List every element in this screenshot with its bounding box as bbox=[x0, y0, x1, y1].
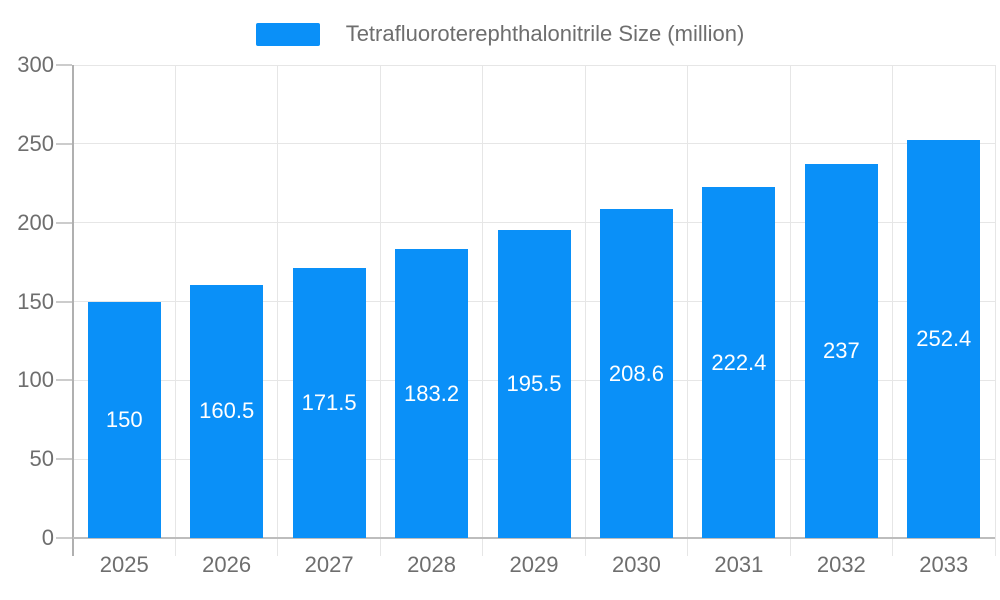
y-axis-tick bbox=[56, 537, 72, 539]
x-axis-tick-label: 2027 bbox=[304, 552, 354, 577]
x-axis-tick-label: 2030 bbox=[611, 552, 661, 577]
bar-value-label: 208.6 bbox=[608, 360, 664, 386]
y-axis-tick bbox=[56, 379, 72, 382]
bar-2027[interactable]: 171.5 bbox=[292, 267, 366, 538]
v-gridline bbox=[379, 65, 381, 556]
v-gridline bbox=[482, 65, 484, 556]
x-axis-tick-label: 2026 bbox=[202, 552, 252, 577]
x-axis-tick-label: 2029 bbox=[509, 552, 559, 577]
bar-2030[interactable]: 208.6 bbox=[599, 209, 673, 538]
y-axis-tick-label: 150 bbox=[17, 288, 54, 314]
legend-swatch bbox=[255, 22, 320, 46]
x-axis-tick-label: 2032 bbox=[816, 552, 866, 577]
h-gridline bbox=[73, 143, 995, 145]
v-gridline bbox=[687, 65, 689, 556]
bar-value-label: 195.5 bbox=[506, 370, 562, 396]
v-gridline bbox=[277, 65, 279, 556]
h-gridline bbox=[73, 222, 995, 224]
x-axis-tick-label: 2033 bbox=[919, 552, 969, 577]
bar-value-label: 183.2 bbox=[404, 380, 460, 406]
y-axis-tick-label: 250 bbox=[17, 130, 54, 156]
v-gridline bbox=[174, 65, 176, 556]
bar-2031[interactable]: 222.4 bbox=[702, 187, 776, 538]
bar-value-label: 222.4 bbox=[711, 349, 767, 375]
h-gridline bbox=[73, 64, 995, 66]
bar-2029[interactable]: 195.5 bbox=[497, 229, 571, 538]
v-gridline bbox=[892, 65, 894, 556]
x-axis-line bbox=[73, 537, 995, 539]
bar-value-label: 150 bbox=[105, 406, 143, 432]
y-axis-tick-label: 50 bbox=[29, 446, 54, 472]
x-axis-tick-label: 2025 bbox=[99, 552, 149, 577]
x-axis-tick-label: 2031 bbox=[714, 552, 764, 577]
y-axis-tick-label: 100 bbox=[17, 367, 54, 393]
bar-value-label: 252.4 bbox=[916, 326, 972, 352]
y-axis-tick bbox=[56, 221, 72, 224]
y-axis-line bbox=[72, 65, 74, 556]
bar-value-label: 171.5 bbox=[301, 389, 357, 415]
y-axis-tick-label: 0 bbox=[41, 525, 54, 550]
y-axis-tick-label: 200 bbox=[17, 209, 54, 235]
bar-2033[interactable]: 252.4 bbox=[907, 140, 981, 538]
plot-area: 0 50 100 150 200 250 300 150 2025 160.5 2026 171.5 2… bbox=[17, 53, 996, 577]
x-axis-tick-label: 2028 bbox=[407, 552, 457, 577]
y-axis-tick-label: 300 bbox=[17, 52, 54, 77]
y-axis-tick bbox=[56, 142, 72, 145]
legend[interactable]: Tetrafluoroterephthalonitrile Size (mill… bbox=[0, 21, 1000, 47]
bar-2025[interactable]: 150 bbox=[87, 301, 161, 538]
y-axis-tick bbox=[56, 300, 72, 303]
y-axis-tick bbox=[56, 64, 72, 66]
bar-2026[interactable]: 160.5 bbox=[190, 284, 264, 538]
v-gridline bbox=[789, 65, 791, 556]
legend-label: Tetrafluoroterephthalonitrile Size (mill… bbox=[345, 21, 745, 46]
bar-value-label: 160.5 bbox=[199, 398, 255, 424]
v-gridline bbox=[994, 65, 996, 556]
y-axis-tick bbox=[56, 458, 72, 461]
bar-2032[interactable]: 237 bbox=[804, 164, 878, 538]
bar-value-label: 237 bbox=[822, 338, 860, 364]
v-gridline bbox=[584, 65, 586, 556]
bar-2028[interactable]: 183.2 bbox=[395, 249, 469, 538]
